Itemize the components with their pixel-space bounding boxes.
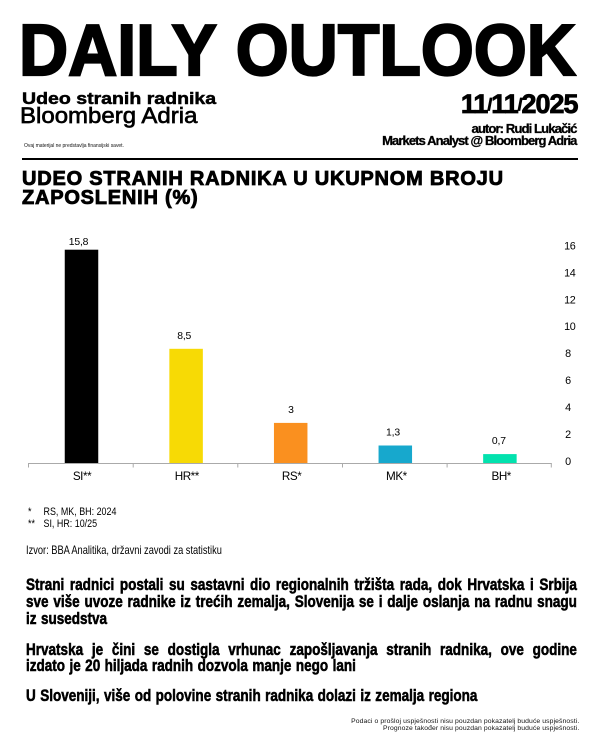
svg-text:8: 8 (565, 348, 571, 360)
svg-text:10: 10 (564, 321, 576, 333)
svg-text:14: 14 (564, 267, 576, 279)
svg-text:4: 4 (565, 402, 571, 414)
svg-text:HR**: HR** (175, 470, 200, 483)
svg-text:SI**: SI** (73, 470, 92, 483)
svg-text:2: 2 (565, 429, 571, 441)
svg-text:RS*: RS* (282, 470, 302, 483)
svg-text:16: 16 (564, 240, 576, 252)
svg-text:0,7: 0,7 (492, 436, 506, 447)
svg-text:6: 6 (565, 375, 571, 387)
svg-text:12: 12 (564, 294, 576, 306)
svg-text:BH*: BH* (491, 470, 511, 483)
svg-text:0: 0 (565, 456, 571, 468)
svg-text:1,3: 1,3 (386, 428, 400, 439)
svg-text:15,8: 15,8 (69, 237, 89, 248)
svg-text:8,5: 8,5 (177, 331, 191, 342)
svg-text:3: 3 (288, 405, 294, 416)
svg-text:MK*: MK* (386, 470, 408, 483)
